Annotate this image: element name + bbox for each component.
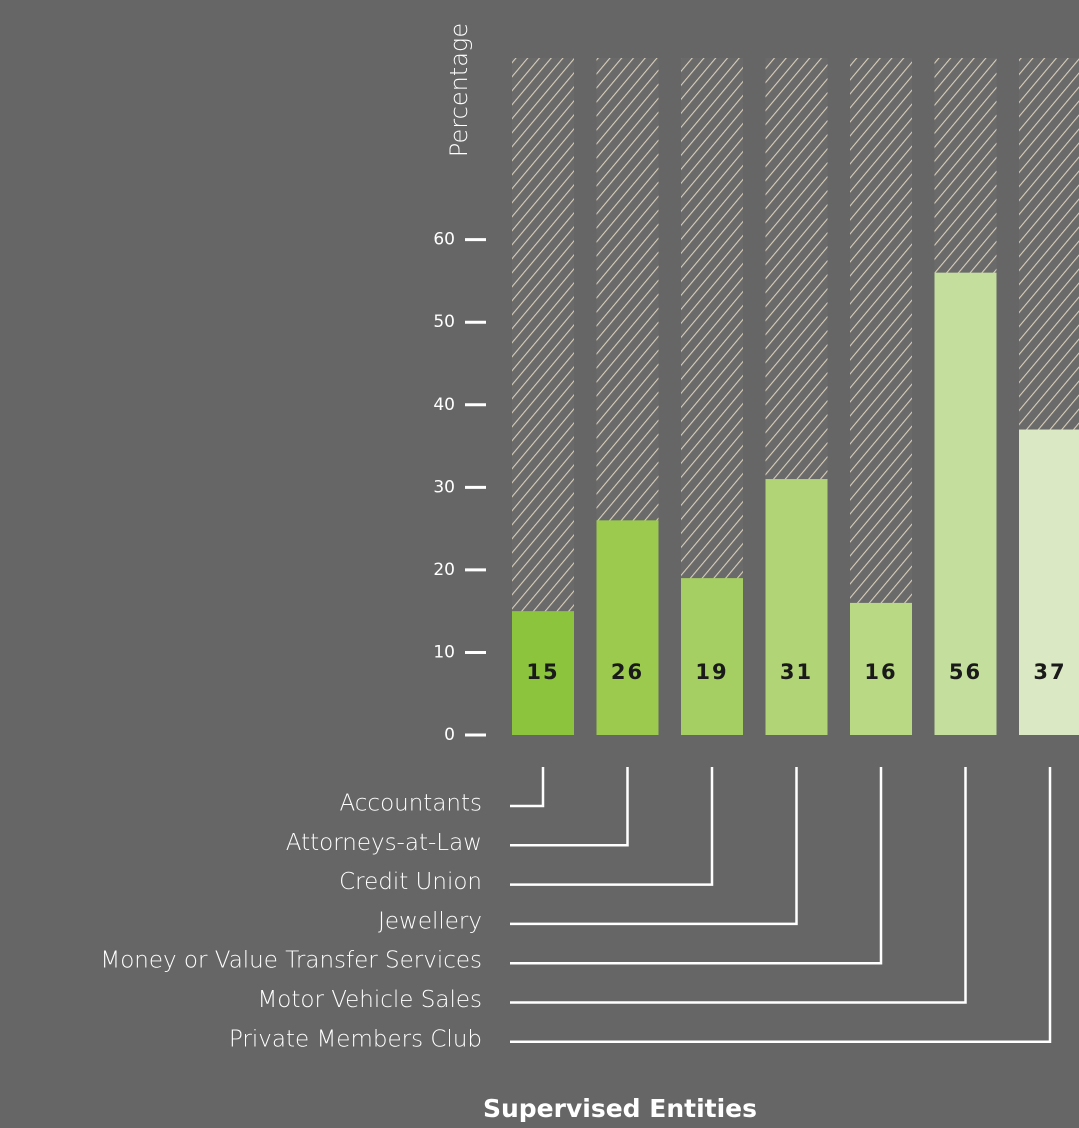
value-label: 31 [780, 660, 813, 684]
y-axis-label: Percentage [445, 23, 473, 157]
connector [510, 767, 545, 808]
y-tick-label: 10 [433, 642, 455, 662]
value-label: 56 [949, 660, 982, 684]
value-label: 26 [611, 660, 644, 684]
category-label: Credit Union [339, 869, 482, 895]
chart-title: Supervised Entities [483, 1094, 757, 1123]
category-label: Jewellery [378, 908, 482, 934]
category-label: Motor Vehicle Sales [257, 987, 482, 1013]
bar [1019, 429, 1079, 735]
bar [765, 479, 828, 735]
value-label: 19 [695, 660, 728, 684]
y-tick-label: 30 [433, 477, 455, 497]
value-label: 15 [526, 660, 559, 684]
category-label: Accountants [339, 791, 482, 817]
category-label: Private Members Club [229, 1026, 482, 1052]
connector [510, 767, 967, 1004]
value-label: 16 [864, 660, 897, 684]
connector [510, 767, 1052, 1044]
connector [510, 767, 714, 886]
bar [681, 578, 743, 735]
y-tick-label: 0 [444, 725, 455, 745]
y-tick-label: 20 [433, 560, 455, 580]
category-label: Money or Value Transfer Services [100, 948, 482, 974]
bar [850, 602, 912, 735]
bar [512, 611, 574, 735]
category-label: Attorneys-at-Law [286, 830, 482, 856]
connector [510, 767, 798, 926]
y-tick-label: 40 [433, 395, 455, 415]
bar [934, 272, 997, 735]
value-label: 37 [1033, 660, 1066, 684]
connector [510, 767, 629, 847]
y-tick-label: 60 [433, 230, 455, 250]
bar [596, 520, 659, 735]
y-tick-label: 50 [433, 312, 455, 332]
connector [510, 767, 883, 965]
